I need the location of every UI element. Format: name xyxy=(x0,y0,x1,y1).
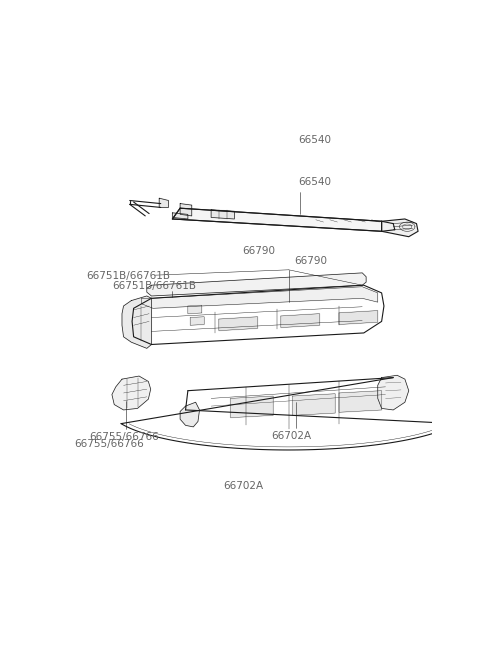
Polygon shape xyxy=(132,285,384,344)
Polygon shape xyxy=(219,317,258,330)
Polygon shape xyxy=(339,311,378,325)
Polygon shape xyxy=(142,286,378,308)
Text: 66790: 66790 xyxy=(294,256,327,266)
Text: 66755/66766: 66755/66766 xyxy=(89,432,159,442)
Polygon shape xyxy=(180,402,200,427)
Polygon shape xyxy=(121,378,456,450)
Text: 66540: 66540 xyxy=(298,135,331,145)
Polygon shape xyxy=(122,296,152,348)
Polygon shape xyxy=(339,391,382,412)
Polygon shape xyxy=(112,376,151,410)
Text: 66751B/66761B: 66751B/66761B xyxy=(86,271,170,281)
Text: 66702A: 66702A xyxy=(271,431,311,441)
Polygon shape xyxy=(188,306,202,313)
Polygon shape xyxy=(230,396,273,418)
Polygon shape xyxy=(190,317,204,325)
Polygon shape xyxy=(281,313,320,328)
Text: 66540: 66540 xyxy=(299,177,332,187)
Text: 66755/66766: 66755/66766 xyxy=(74,439,144,449)
Polygon shape xyxy=(147,273,366,296)
Text: 66790: 66790 xyxy=(242,246,275,256)
Polygon shape xyxy=(172,208,382,231)
Polygon shape xyxy=(159,198,168,208)
Text: 66702A: 66702A xyxy=(224,481,264,491)
Polygon shape xyxy=(180,204,192,216)
Polygon shape xyxy=(211,210,234,219)
Text: 66751B/66761B: 66751B/66761B xyxy=(113,281,197,290)
Polygon shape xyxy=(378,375,409,410)
Polygon shape xyxy=(292,394,335,415)
Polygon shape xyxy=(172,213,188,219)
Polygon shape xyxy=(382,219,418,237)
